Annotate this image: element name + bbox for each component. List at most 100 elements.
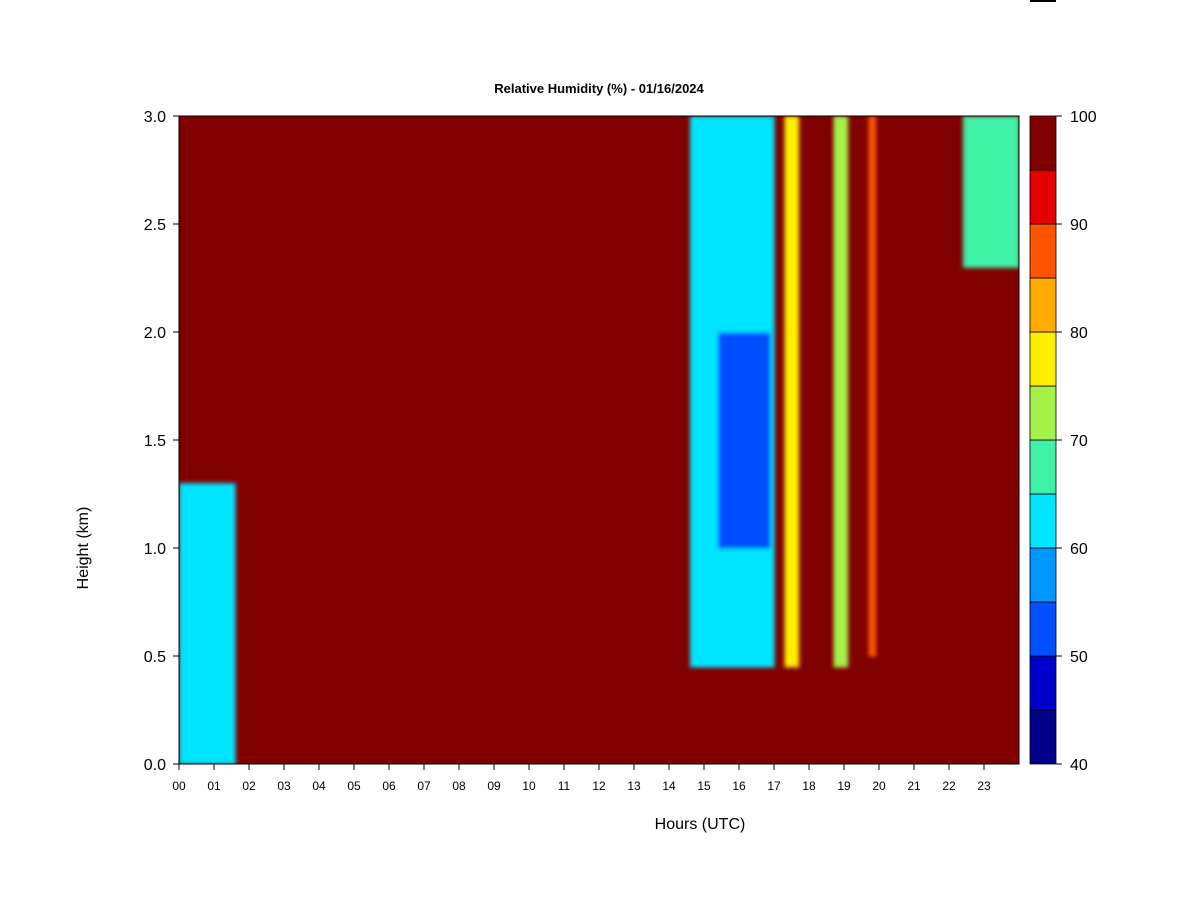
colorbar-tick-label: 70 [1070,433,1088,450]
heatmap-cell [784,623,800,635]
heatmap-cell [770,386,775,398]
heatmap-cell [179,731,236,743]
heatmap-cell [963,148,1019,160]
heatmap-cell [690,288,775,301]
heatmap-cell [833,558,849,571]
heatmap-cell [770,494,775,506]
heatmap-cell [690,634,775,646]
heatmap-cell [690,504,719,517]
heatmap-cell [868,256,877,268]
heatmap-cell [784,645,800,657]
heatmap-cell [833,278,849,290]
heatmap-cell [690,537,719,549]
heatmap-cell [690,396,719,409]
heatmap-cell [179,580,236,592]
heatmap-cell [833,342,849,355]
heatmap-cell [784,396,800,409]
heatmap-cell [833,634,849,646]
heatmap-cell [833,267,849,279]
colorbar-tick-label: 50 [1070,649,1088,666]
heatmap-cell [868,278,877,290]
colorbar-swatch [1029,331,1057,387]
colorbar-swatch [1029,709,1057,765]
heatmap-cell [784,472,800,484]
heatmap-cell [770,353,775,365]
colorbar-swatch [1029,655,1057,711]
heatmap-cell [868,342,877,355]
heatmap-cell [833,213,849,225]
heatmap-cell [690,364,719,376]
heatmap-cell [833,137,849,149]
heatmap-cell [784,342,800,355]
heatmap-cell [784,191,800,203]
heatmap-cell [868,526,877,538]
heatmap-cell [868,440,877,452]
heatmap-cell [770,396,775,409]
heatmap-cell [718,450,772,463]
heatmap-cell [784,407,800,419]
colorbar-swatch [1029,223,1057,279]
heatmap-cell [770,461,775,473]
x-tick-label: 03 [277,779,291,793]
y-tick-label: 2.5 [144,217,166,234]
heatmap-cell [690,137,775,149]
plot-background [179,116,1019,764]
heatmap-cell [833,170,849,182]
heatmap-cell [833,159,849,171]
heatmap-cell [179,634,236,646]
x-tick-label: 13 [627,779,641,793]
heatmap-cell [690,386,719,398]
heatmap-cell [784,202,800,214]
x-tick-label: 08 [452,779,466,793]
heatmap-cell [718,440,772,452]
heatmap-cell [868,623,877,635]
colorbar-tick-label: 80 [1070,325,1088,342]
heatmap-cell [868,407,877,419]
heatmap-cell [868,634,877,646]
heatmap-cell [833,116,849,128]
x-tick-label: 22 [942,779,956,793]
heatmap-cell [690,375,719,387]
heatmap-cell [868,267,877,279]
heatmap-cell [179,537,236,549]
heatmap-cell [868,148,877,160]
colorbar-swatch [1029,547,1057,603]
heatmap-cell [784,224,800,236]
heatmap-cell [868,580,877,592]
heatmap-cell [770,332,775,344]
heatmap-cell [868,310,877,322]
heatmap-cell [179,753,236,764]
heatmap-cell [784,558,800,571]
heatmap-cell [963,159,1019,171]
heatmap-cell [868,386,877,398]
heatmap-cell [690,256,775,268]
heatmap-cell [784,375,800,387]
heatmap-cell [179,623,236,635]
heatmap-cell [833,504,849,517]
x-tick-label: 12 [592,779,606,793]
heatmap-cell [690,299,775,311]
heatmap-cell [868,429,877,441]
heatmap-cell [868,569,877,581]
heatmap-cell [690,321,775,333]
heatmap-cell [784,267,800,279]
heatmap-cell [770,450,775,463]
heatmap-cell [690,548,775,560]
colorbar-swatch [1029,277,1057,333]
heatmap-cell [833,332,849,344]
heatmap-cell [690,440,719,452]
x-tick-label: 23 [977,779,991,793]
heatmap-cell [963,191,1019,203]
heatmap-cell [963,116,1019,128]
heatmap-cell [868,224,877,236]
heatmap-cell [179,645,236,657]
heatmap-cell [179,656,236,668]
heatmap-cell [868,234,877,247]
heatmap-cell [784,332,800,344]
heatmap-cell [784,494,800,506]
heatmap-cell [718,342,772,355]
heatmap-cell [868,245,877,257]
heatmap-cell [179,720,236,733]
heatmap-cell [784,656,800,668]
heatmap-cell [868,116,877,128]
